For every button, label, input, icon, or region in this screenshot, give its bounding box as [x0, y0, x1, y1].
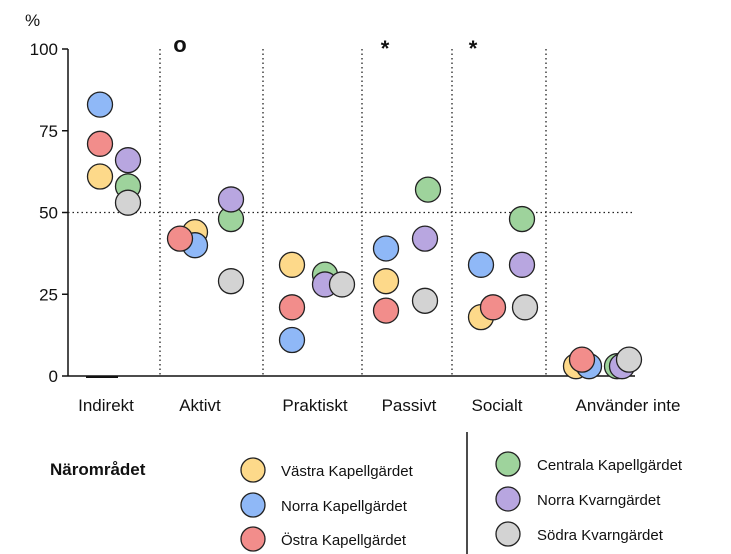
legend-item: Östra Kapellgärdet: [240, 526, 407, 552]
data-point: [86, 130, 114, 157]
legend-swatch: [495, 521, 521, 547]
legend-swatch: [495, 451, 521, 477]
data-point: [217, 268, 245, 295]
y-tick-label-50: 50: [39, 204, 58, 223]
gridlines: [68, 49, 635, 376]
data-point: [328, 271, 356, 298]
data-point: [508, 205, 536, 233]
data-point: [372, 297, 400, 324]
y-tick-label-25: 25: [39, 285, 58, 304]
legend-swatch: [495, 486, 521, 512]
y-tick-label-100: 100: [30, 40, 58, 59]
data-point: [411, 287, 439, 314]
data-point: [568, 346, 596, 373]
legend-item: Norra Kvarngärdet: [495, 486, 661, 512]
significance-marker: o: [173, 32, 186, 57]
data-points: [86, 91, 643, 380]
legend: Västra Kapellgärdet Norra Kapellgärdet Öst…: [240, 451, 683, 552]
data-point: [414, 176, 442, 203]
legend-label: Västra Kapellgärdet: [281, 463, 414, 480]
data-point: [411, 225, 439, 252]
legend-item: Västra Kapellgärdet: [240, 457, 414, 483]
y-unit-label: %: [25, 11, 40, 30]
data-point: [615, 346, 643, 373]
legend-item: Centrala Kapellgärdet: [495, 451, 683, 477]
data-point: [508, 251, 536, 278]
data-point: [278, 251, 306, 278]
category-label: Indirekt: [78, 396, 134, 415]
legend-swatch: [240, 526, 266, 552]
legend-swatch: [240, 492, 266, 518]
legend-item: Södra Kvarngärdet: [495, 521, 664, 547]
legend-swatch: [240, 457, 266, 483]
data-point: [114, 147, 142, 174]
significance-annotations: o * *: [173, 32, 477, 61]
category-label: Aktivt: [179, 396, 221, 415]
y-tick-label-0: 0: [49, 367, 58, 386]
category-labels: Indirekt Aktivt Praktiskt Passivt Socialt Anv…: [78, 396, 680, 415]
data-point: [166, 225, 194, 252]
category-label: Praktiskt: [282, 396, 347, 415]
legend-label: Östra Kapellgärdet: [281, 531, 407, 549]
legend-label: Centrala Kapellgärdet: [537, 457, 683, 474]
legend-label: Södra Kvarngärdet: [537, 527, 664, 544]
significance-marker: *: [381, 36, 390, 61]
data-point: [86, 91, 114, 118]
data-point: [372, 235, 400, 262]
data-point: [511, 294, 539, 321]
y-ticks: 0 25 50 75 100: [30, 40, 68, 386]
y-tick-label-75: 75: [39, 122, 58, 141]
legend-label: Norra Kvarngärdet: [537, 492, 661, 509]
data-point: [114, 189, 142, 216]
data-point: [278, 326, 306, 354]
legend-item: Norra Kapellgärdet: [240, 492, 408, 518]
data-point: [479, 294, 507, 321]
category-label: Socialt: [471, 396, 522, 415]
legend-label: Norra Kapellgärdet: [281, 498, 408, 515]
data-point: [278, 294, 306, 321]
data-point: [86, 163, 114, 190]
data-point: [372, 268, 400, 295]
data-point: [467, 251, 495, 278]
category-label: Passivt: [382, 396, 437, 415]
data-point: [217, 186, 245, 213]
category-label: Använder inte: [576, 396, 681, 415]
significance-marker: *: [469, 36, 478, 61]
legend-title: Närområdet: [50, 460, 146, 479]
